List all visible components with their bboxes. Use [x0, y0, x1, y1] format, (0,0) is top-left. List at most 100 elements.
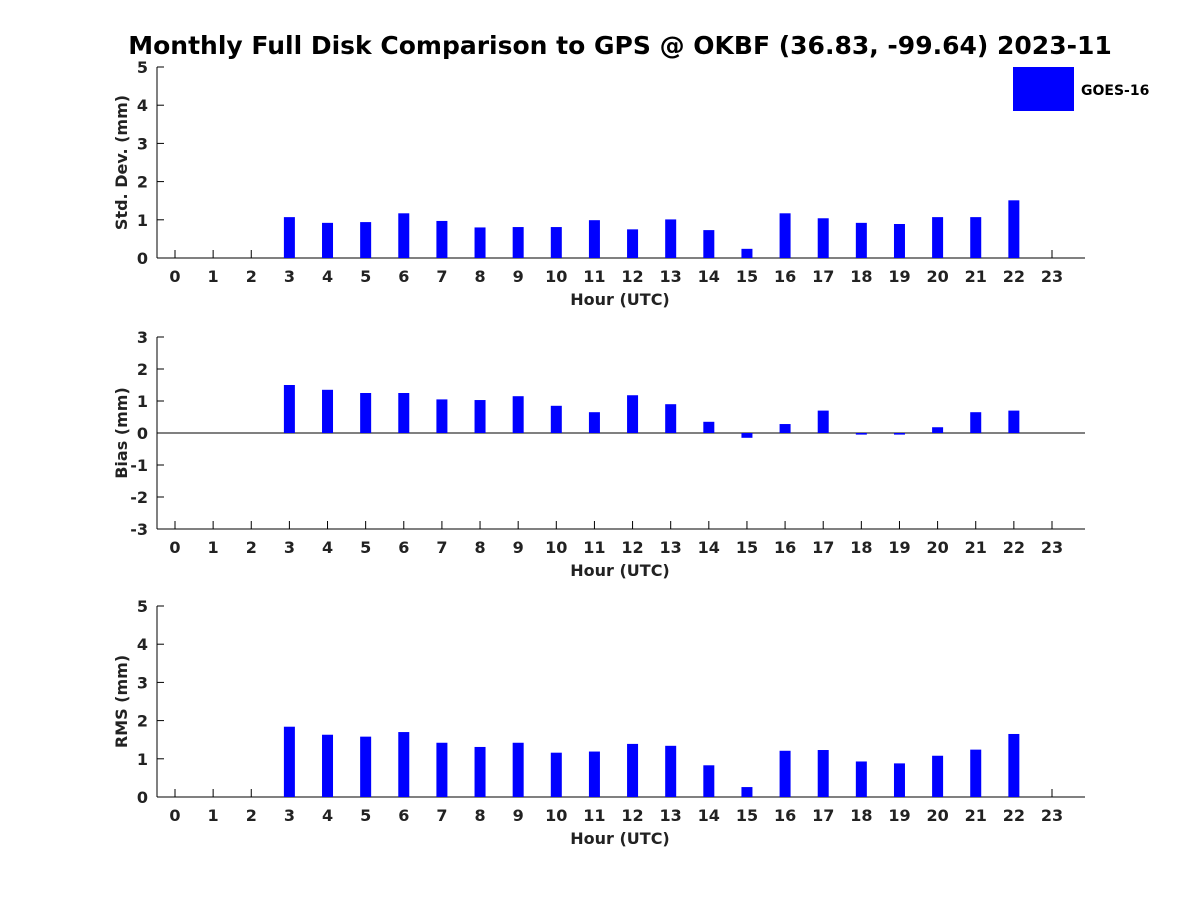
- x-tick-label: 6: [398, 267, 409, 286]
- bar-bias-hour-14: [703, 421, 715, 433]
- x-tick-label: 21: [965, 806, 987, 825]
- x-tick-label: 19: [888, 267, 910, 286]
- x-tick-label: 16: [774, 267, 796, 286]
- bar-std-dev-hour-10: [550, 227, 562, 258]
- bar-bias-hour-19: [893, 433, 905, 435]
- x-tick-label: 8: [474, 538, 485, 557]
- y-tick-label: 3: [137, 134, 148, 153]
- bar-std-dev-hour-13: [665, 219, 677, 258]
- bar-bias-hour-16: [779, 424, 791, 433]
- bar-rms-hour-14: [703, 765, 715, 797]
- bar-std-dev-hour-11: [588, 220, 600, 258]
- x-tick-label: 8: [474, 806, 485, 825]
- x-tick-label: 22: [1003, 267, 1025, 286]
- x-tick-label: 16: [774, 806, 796, 825]
- x-tick-label: 20: [926, 806, 948, 825]
- bar-rms-hour-6: [398, 732, 410, 797]
- y-tick-label: -1: [130, 456, 148, 475]
- x-tick-label: 13: [660, 538, 682, 557]
- x-tick-label: 7: [436, 267, 447, 286]
- y-tick-label: 0: [137, 788, 148, 807]
- x-tick-label: 20: [926, 267, 948, 286]
- bar-rms-hour-11: [588, 751, 600, 797]
- y-tick-label: 1: [137, 750, 148, 769]
- x-tick-label: 6: [398, 538, 409, 557]
- x-tick-label: 22: [1003, 538, 1025, 557]
- bar-bias-hour-18: [855, 433, 867, 435]
- x-tick-label: 5: [360, 538, 371, 557]
- y-tick-label: 1: [137, 392, 148, 411]
- bar-rms-hour-15: [741, 787, 753, 797]
- x-tick-label: 12: [621, 806, 643, 825]
- bar-rms-hour-5: [360, 736, 372, 797]
- bar-bias-hour-5: [360, 393, 372, 433]
- x-tick-label: 9: [513, 538, 524, 557]
- x-axis-label: Hour (UTC): [570, 290, 670, 309]
- x-tick-label: 14: [698, 267, 720, 286]
- bar-bias-hour-21: [970, 412, 982, 433]
- x-tick-label: 16: [774, 538, 796, 557]
- x-tick-label: 1: [208, 267, 219, 286]
- x-tick-label: 0: [169, 267, 180, 286]
- y-tick-label: 0: [137, 424, 148, 443]
- bar-bias-hour-12: [627, 395, 639, 433]
- bar-rms-hour-3: [283, 726, 295, 797]
- y-tick-label: -3: [130, 520, 148, 539]
- bar-rms-hour-16: [779, 750, 791, 797]
- y-tick-label: 3: [137, 673, 148, 692]
- x-tick-label: 20: [926, 538, 948, 557]
- bar-std-dev-hour-15: [741, 248, 753, 258]
- y-tick-label: 2: [137, 360, 148, 379]
- x-tick-label: 3: [284, 806, 295, 825]
- x-tick-label: 4: [322, 538, 333, 557]
- y-tick-label: 5: [137, 58, 148, 77]
- x-tick-label: 8: [474, 267, 485, 286]
- y-tick-label: -2: [130, 488, 148, 507]
- bar-std-dev-hour-7: [436, 220, 448, 258]
- bar-rms-hour-12: [627, 743, 639, 797]
- bar-bias-hour-10: [550, 405, 562, 433]
- y-tick-label: 2: [137, 173, 148, 192]
- x-tick-label: 2: [246, 538, 257, 557]
- y-tick-label: 5: [137, 597, 148, 616]
- x-tick-label: 7: [436, 538, 447, 557]
- x-tick-label: 22: [1003, 806, 1025, 825]
- x-tick-label: 18: [850, 538, 872, 557]
- bar-std-dev-hour-22: [1008, 200, 1020, 258]
- legend-label: GOES-16: [1081, 83, 1149, 99]
- bar-rms-hour-9: [512, 742, 524, 797]
- x-tick-label: 9: [513, 267, 524, 286]
- x-tick-label: 23: [1041, 806, 1063, 825]
- bar-std-dev-hour-5: [360, 222, 372, 258]
- bar-rms-hour-17: [817, 750, 829, 797]
- y-tick-label: 2: [137, 712, 148, 731]
- x-tick-label: 10: [545, 538, 567, 557]
- x-tick-label: 10: [545, 806, 567, 825]
- bar-std-dev-hour-9: [512, 227, 524, 258]
- bar-bias-hour-13: [665, 404, 677, 433]
- y-axis-label: Std. Dev. (mm): [112, 95, 131, 230]
- bar-bias-hour-4: [322, 389, 334, 433]
- bar-rms-hour-21: [970, 749, 982, 797]
- x-axis-label: Hour (UTC): [570, 561, 670, 580]
- x-tick-label: 2: [246, 806, 257, 825]
- bar-std-dev-hour-16: [779, 213, 791, 258]
- bar-bias-hour-17: [817, 410, 829, 433]
- x-tick-label: 11: [583, 267, 605, 286]
- x-tick-label: 11: [583, 806, 605, 825]
- x-tick-label: 18: [850, 806, 872, 825]
- bar-bias-hour-9: [512, 396, 524, 433]
- bar-bias-hour-7: [436, 399, 448, 433]
- y-tick-label: 4: [137, 635, 148, 654]
- x-tick-label: 14: [698, 538, 720, 557]
- legend: GOES-16: [1013, 67, 1149, 111]
- bar-std-dev-hour-12: [627, 229, 639, 258]
- x-tick-label: 1: [208, 538, 219, 557]
- y-tick-label: 4: [137, 96, 148, 115]
- bar-std-dev-hour-18: [855, 222, 867, 258]
- bar-std-dev-hour-19: [893, 224, 905, 258]
- bar-rms-hour-18: [855, 761, 867, 797]
